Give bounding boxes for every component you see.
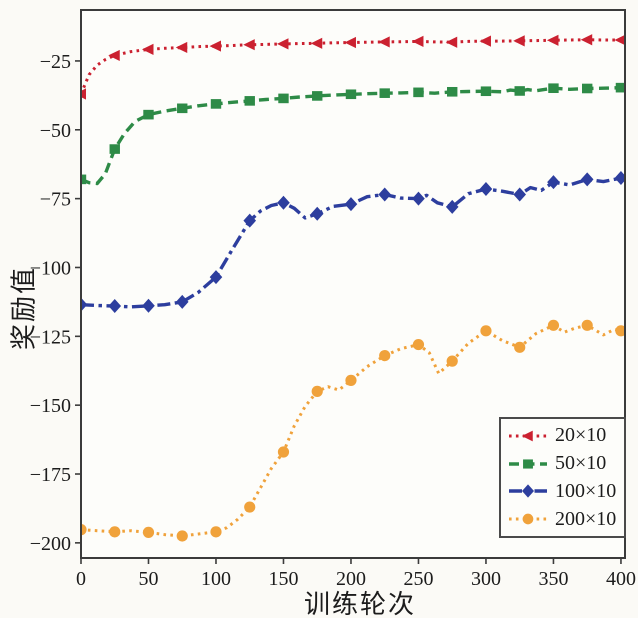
- series-20x10: [81, 34, 625, 100]
- y-axis-label: 奖励值: [9, 265, 39, 351]
- svg-text:0: 0: [76, 568, 86, 590]
- svg-text:200: 200: [336, 568, 366, 590]
- legend-item-200x10: 200×10: [508, 508, 620, 531]
- plot-border: [80, 9, 626, 559]
- legend-label: 100×10: [555, 479, 617, 502]
- legend-sample-line-icon: [509, 513, 547, 525]
- svg-text:−125: −125: [30, 326, 71, 348]
- svg-text:250: 250: [403, 568, 433, 590]
- series-100x10: [81, 170, 625, 314]
- legend-label: 50×10: [555, 452, 607, 475]
- svg-text:50: 50: [138, 568, 158, 590]
- y-axis-ticks: −25 −50 −75 −100 −125 −150 −175 −200: [30, 51, 81, 555]
- svg-text:−200: −200: [30, 533, 71, 555]
- series-50x10: [81, 82, 625, 186]
- legend-label: 20×10: [555, 424, 607, 447]
- legend-label: 200×10: [555, 507, 617, 530]
- svg-text:350: 350: [538, 568, 568, 590]
- legend-item-50x10: 50×10: [508, 452, 620, 475]
- svg-text:400: 400: [606, 568, 636, 590]
- legend-sample-line-icon: [509, 484, 547, 499]
- svg-text:−75: −75: [40, 189, 71, 211]
- svg-text:−175: −175: [30, 464, 71, 486]
- svg-text:−25: −25: [40, 51, 71, 73]
- svg-text:100: 100: [201, 568, 231, 590]
- legend-item-20x10: 20×10: [508, 424, 620, 447]
- svg-text:300: 300: [471, 568, 501, 590]
- legend-sample-line-icon: [509, 430, 547, 442]
- legend-sample-line-icon: [509, 459, 547, 469]
- svg-text:150: 150: [268, 568, 298, 590]
- series-200x10: [81, 319, 625, 542]
- legend: 20×10 50×10 100×10 200×10: [499, 417, 626, 538]
- svg-text:−50: −50: [40, 120, 71, 142]
- svg-text:−100: −100: [30, 257, 71, 279]
- x-axis-label: 训练轮次: [303, 590, 417, 618]
- legend-item-100x10: 100×10: [508, 480, 620, 503]
- svg-text:−150: −150: [30, 395, 71, 417]
